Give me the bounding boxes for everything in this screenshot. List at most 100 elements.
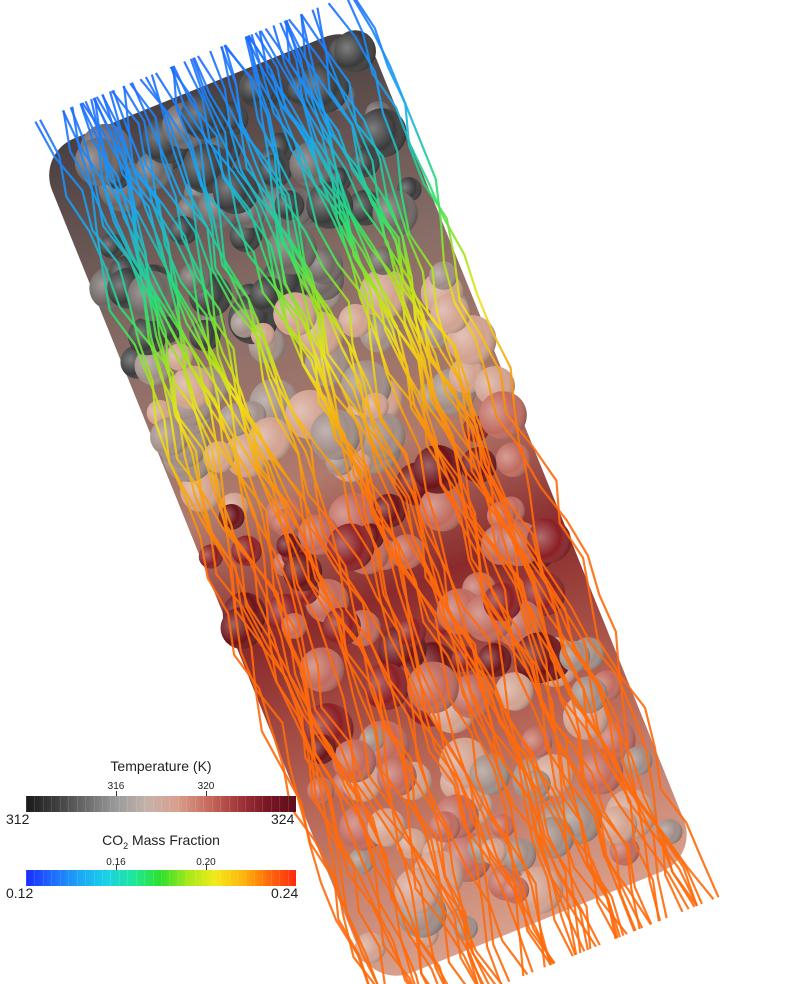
streamline (247, 35, 636, 932)
streamline (279, 22, 698, 907)
streamline (223, 44, 589, 951)
streamline (79, 102, 428, 984)
streamline (169, 66, 475, 984)
streamline (71, 106, 386, 984)
co2Bar-segment (186, 870, 188, 886)
co2Bar-segment (211, 870, 213, 886)
streamline (345, 0, 720, 898)
tempBar-segment (85, 796, 87, 812)
tempBar-segment (220, 796, 222, 812)
temperature-min-label: 312 (6, 811, 30, 827)
co2Bar-segment (169, 870, 171, 886)
co2-max-label: 0.24 (271, 885, 299, 901)
streamline (287, 18, 668, 919)
streamline (139, 78, 511, 983)
co2Bar-segment (228, 870, 230, 886)
tempBar-segment (262, 796, 264, 812)
tempBar-segment (68, 796, 70, 812)
co2Bar-segment (144, 870, 146, 886)
streamline (259, 30, 628, 935)
tempBar-segment (93, 796, 95, 812)
co2Bar-segment (42, 870, 44, 886)
co2Bar-segment (93, 870, 95, 886)
streamline (247, 34, 618, 939)
tempBar-segment (211, 796, 213, 812)
temperature-tick-316: 316 (107, 781, 125, 792)
streamline (62, 110, 432, 984)
co2Bar-segment (101, 870, 103, 886)
co2Bar-segment (135, 870, 137, 886)
legend-tick-mark (116, 791, 117, 796)
tempBar-segment (101, 796, 103, 812)
streamline (327, 2, 644, 929)
co2Bar-segment (85, 870, 87, 886)
co2Bar-segment (253, 870, 255, 886)
legend-tick-mark (206, 865, 207, 870)
tempBar-segment (42, 796, 44, 812)
tempBar-segment (110, 796, 112, 812)
temperature-color-bar (26, 796, 296, 812)
co2Bar-segment (245, 870, 247, 886)
streamline (246, 35, 555, 965)
co2-min-label: 0.12 (6, 885, 34, 901)
streamline (209, 50, 534, 973)
streamline (183, 61, 556, 965)
co2-title-subscript: 2 (123, 840, 129, 851)
co2Bar-segment (110, 870, 112, 886)
co2-streamlines (34, 0, 720, 984)
tempBar-segment (253, 796, 255, 812)
tempBar-segment (236, 796, 238, 812)
tempBar-segment (51, 796, 53, 812)
streamline (92, 97, 459, 984)
tempBar-segment (203, 796, 205, 812)
co2Bar-segment (51, 870, 53, 886)
tempBar-segment (59, 796, 61, 812)
tempBar-segment (144, 796, 146, 812)
streamline (264, 27, 698, 907)
tempBar-segment (127, 796, 129, 812)
streamline (101, 94, 493, 984)
co2Bar-segment (270, 870, 272, 886)
legend-tick-mark (116, 865, 117, 870)
co2Bar-segment (287, 870, 289, 886)
bed-particle-shade (429, 261, 458, 290)
tempBar-segment (245, 796, 247, 812)
co2Bar-segment (26, 870, 27, 886)
co2Bar-segment (76, 870, 78, 886)
streamline (247, 34, 625, 937)
co2Bar-segment (34, 870, 36, 886)
streamline (93, 97, 488, 984)
tempBar-segment (34, 796, 36, 812)
co2-title-prefix: CO (102, 832, 124, 848)
bed-particle-shade (170, 365, 215, 410)
co2-title-suffix: Mass Fraction (128, 832, 220, 848)
co2Bar-segment (279, 870, 281, 886)
tempBar-segment (194, 796, 196, 812)
co2-legend: CO2 Mass Fraction 0.16 0.20 0.12 0.24 (6, 830, 299, 901)
co2Bar-segment (127, 870, 129, 886)
co2Bar-segment (177, 870, 179, 886)
streamline (316, 7, 696, 908)
streamline (349, 0, 684, 913)
co2Bar-segment (118, 870, 120, 886)
streamline (39, 119, 393, 984)
legend-tick-mark (206, 791, 207, 796)
co2Bar-segment (220, 870, 222, 886)
streamline (172, 65, 546, 968)
streamline (311, 9, 621, 938)
tempBar-segment (287, 796, 289, 812)
streamline (258, 30, 715, 900)
tempBar-segment (270, 796, 272, 812)
bed-particle-shade (338, 303, 373, 338)
co2Bar-segment (152, 870, 154, 886)
bed-particle-shade (502, 837, 537, 872)
co2Bar-segment (194, 870, 196, 886)
streamline (79, 103, 452, 984)
bed-particle-shade (150, 417, 189, 457)
temperature-max-label: 324 (271, 811, 295, 827)
streamline (93, 97, 447, 984)
streamline (193, 57, 552, 966)
streamline (351, 0, 662, 922)
tempBar-segment (177, 796, 179, 812)
